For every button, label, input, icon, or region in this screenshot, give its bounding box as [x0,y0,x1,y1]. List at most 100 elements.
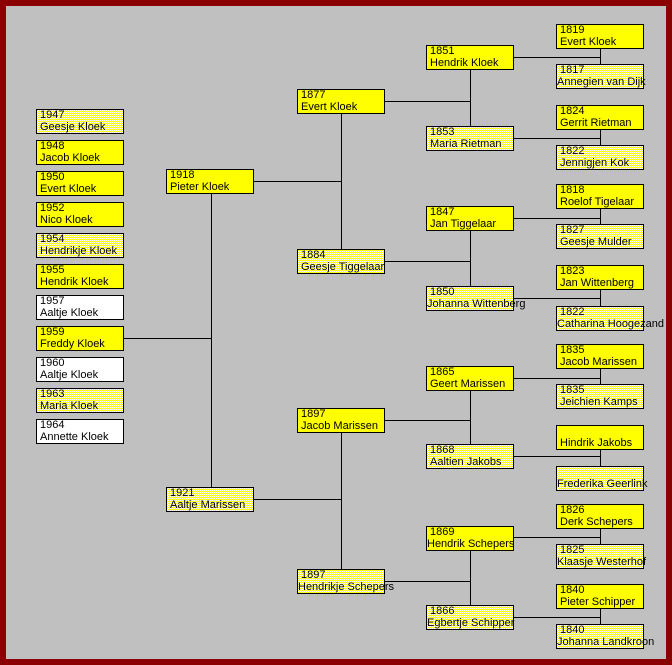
person-box[interactable]: 1835 Jacob Marissen [556,344,644,369]
person-box[interactable]: Frederika Geerlink [556,466,648,491]
person-box[interactable]: 1963 Maria Kloek [36,388,124,413]
person-name: Johanna Wittenberg [427,297,526,310]
person-box[interactable]: 1897 Jacob Marissen [297,408,385,433]
connector-line-vertical [600,290,601,306]
person-name: Geesje Kloek [40,120,106,133]
person-box[interactable]: 1840 Johanna Landkroon [556,624,654,649]
person-name: Jan Wittenberg [560,276,634,289]
person-box[interactable]: 1850 Johanna Wittenberg [426,286,526,311]
person-box[interactable]: 1947 Geesje Kloek [36,109,124,134]
connector-line-horizontal [514,298,600,299]
person-name: Roelof Tigelaar [560,195,634,208]
person-year: 1818 [560,184,585,196]
person-box[interactable]: 1954 Hendrikje Kloek [36,233,124,258]
connector-line-vertical [600,529,601,544]
person-box[interactable]: 1865 Geert Marissen [426,366,514,391]
person-box[interactable]: 1955 Hendrik Kloek [36,264,124,289]
person-year: 1822 [560,145,585,157]
person-box[interactable]: 1866 Egbertje Schipper [426,605,514,630]
person-box[interactable]: 1918 Pieter Kloek [166,169,254,194]
person-name: Derk Schepers [560,515,633,528]
connector-line-horizontal [385,261,470,262]
person-box[interactable]: 1818 Roelof Tigelaar [556,184,644,209]
connector-line-vertical [600,49,601,64]
connector-line-vertical [211,194,212,487]
connector-line-horizontal [514,456,600,457]
person-box[interactable]: 1817 Annegien van Dijk [556,64,646,89]
person-name: Egbertje Schipper [427,616,515,629]
person-box[interactable]: 1847 Jan Tiggelaar [426,206,514,231]
person-box[interactable]: 1921 Aaltje Marissen [166,487,254,512]
person-name: Annette Kloek [40,430,109,443]
person-name: Aaltje Kloek [40,368,99,381]
connector-line-vertical [600,450,601,466]
person-year: 1835 [560,344,585,356]
person-year: 1868 [430,444,455,456]
person-box[interactable]: 1884 Geesje Tiggelaar [297,249,385,274]
person-name: Klaasje Westerhof [557,555,647,568]
person-name: Hendrikje Kloek [40,244,118,257]
connector-line-vertical [341,114,342,249]
person-year: 1865 [430,366,455,378]
person-name: Hendrik Kloek [40,275,109,288]
person-name: Pieter Schipper [560,595,636,608]
person-box[interactable]: 1825 Klaasje Westerhof [556,544,647,569]
person-name: Geesje Tiggelaar [301,260,385,273]
person-year [557,426,643,438]
connector-line-vertical [341,433,342,569]
person-box[interactable]: 1959 Freddy Kloek [36,326,124,351]
person-box[interactable]: 1868 Aaltien Jakobs [426,444,514,469]
person-name: Jacob Marissen [560,355,638,368]
person-year: 1823 [560,265,585,277]
person-box[interactable]: 1950 Evert Kloek [36,171,124,196]
person-year: 1952 [40,202,65,214]
person-year: 1869 [430,526,455,538]
person-year: 1853 [430,126,455,138]
person-name: Hendrik Schepers [427,537,515,550]
person-box[interactable]: 1952 Nico Kloek [36,202,124,227]
person-name: Gerrit Rietman [560,116,632,129]
person-box[interactable]: 1897 Hendrikje Schepers [297,569,394,594]
person-box[interactable]: 1822 Catharina Hoogezand [556,306,665,331]
person-year: 1897 [301,408,326,420]
person-name: Catharina Hoogezand [557,317,665,330]
connector-line-horizontal [514,57,600,58]
person-box[interactable]: 1853 Maria Rietman [426,126,514,151]
person-box[interactable]: 1822 Jennigjen Kok [556,145,644,170]
person-year: 1877 [301,89,326,101]
person-year: 1959 [40,326,65,338]
person-year: 1825 [560,544,585,556]
person-box[interactable]: 1826 Derk Schepers [556,504,644,529]
person-box[interactable]: 1840 Pieter Schipper [556,584,644,609]
person-year: 1957 [40,295,65,307]
person-box[interactable]: 1948 Jacob Kloek [36,140,124,165]
person-box[interactable]: 1877 Evert Kloek [297,89,385,114]
person-box[interactable]: 1823 Jan Wittenberg [556,265,644,290]
person-year: 1847 [430,206,455,218]
person-box[interactable]: 1960 Aaltje Kloek [36,357,124,382]
person-year: 1954 [40,233,65,245]
person-year: 1955 [40,264,65,276]
connector-line-horizontal [514,378,600,379]
person-name: Jennigjen Kok [560,156,630,169]
person-year: 1822 [560,306,585,318]
connector-line-vertical [470,551,471,605]
person-box[interactable]: 1819 Evert Kloek [556,24,644,49]
chart-canvas: 1947 Geesje Kloek 1948 Jacob Kloek 1950 Evert… [6,6,666,659]
person-name: Frederika Geerlink [557,477,648,490]
person-year: 1840 [560,624,585,636]
person-box[interactable]: 1827 Geesje Mulder [556,224,644,249]
person-box[interactable]: 1824 Gerrit Rietman [556,105,644,130]
person-year: 1827 [560,224,585,236]
person-year [557,467,643,479]
person-name: Evert Kloek [560,35,617,48]
person-box[interactable]: 1964 Annette Kloek [36,419,124,444]
connector-line-horizontal [254,181,341,182]
person-year: 1819 [560,24,585,36]
person-box[interactable]: 1869 Hendrik Schepers [426,526,514,551]
person-box[interactable]: Hindrik Jakobs [556,425,644,450]
person-box[interactable]: 1835 Jeichien Kamps [556,384,644,409]
person-box[interactable]: 1851 Hendrik Kloek [426,45,514,70]
person-box[interactable]: 1957 Aaltje Kloek [36,295,124,320]
